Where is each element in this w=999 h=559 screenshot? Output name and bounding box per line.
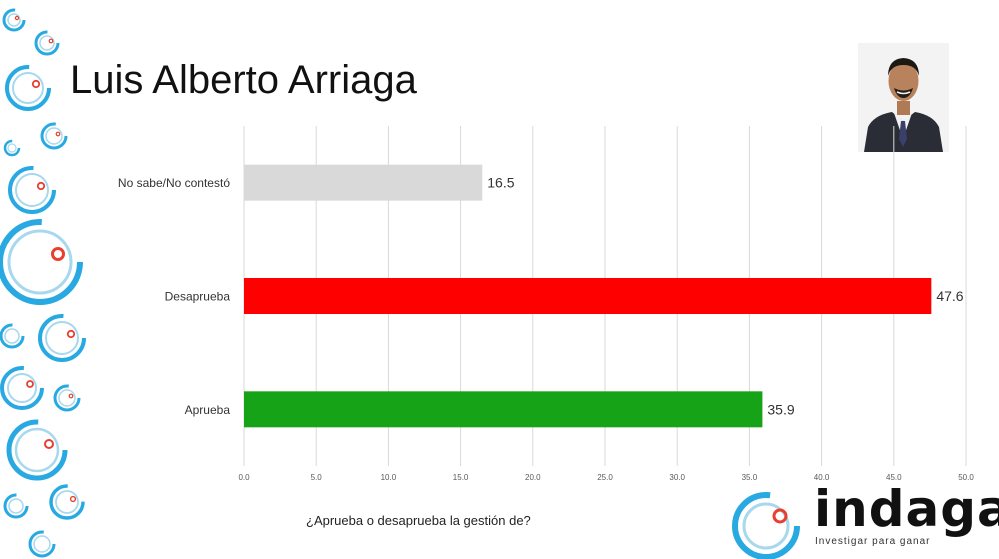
- category-label: Aprueba: [185, 403, 231, 417]
- concentric-ring-icon: [5, 65, 51, 111]
- concentric-ring-icon: [2, 8, 26, 32]
- indaga-logo: indaga Investigar para ganar: [728, 480, 999, 559]
- category-label: Desaprueba: [165, 290, 231, 304]
- concentric-ring-icon: [0, 366, 44, 410]
- x-tick-label: 20.0: [525, 473, 541, 482]
- candidate-photo: [858, 43, 949, 152]
- x-tick-label: 30.0: [669, 473, 685, 482]
- logo-wordmark: indaga: [814, 480, 999, 538]
- concentric-ring-icon: [0, 323, 25, 349]
- x-tick-label: 35.0: [742, 473, 758, 482]
- decorative-circles: [0, 8, 86, 558]
- x-tick-label: 40.0: [814, 473, 830, 482]
- logo-tagline: Investigar para ganar: [815, 536, 931, 547]
- page-title: Luis Alberto Arriaga: [70, 58, 417, 102]
- x-tick-label: 45.0: [886, 473, 902, 482]
- concentric-ring-icon: [40, 122, 68, 150]
- bar: [244, 164, 483, 201]
- data-label: 47.6: [936, 288, 963, 304]
- concentric-ring-icon: [28, 530, 56, 558]
- concentric-ring-icon: [53, 384, 81, 412]
- data-label: 35.9: [767, 401, 794, 417]
- data-label: 16.5: [487, 175, 514, 191]
- category-label: No sabe/No contestó: [118, 176, 230, 190]
- bars: [244, 164, 932, 428]
- x-tick-label: 0.0: [238, 473, 250, 482]
- concentric-ring-icon: [38, 314, 86, 362]
- concentric-ring-icon: [3, 139, 21, 157]
- x-tick-label: 5.0: [311, 473, 323, 482]
- bar: [244, 391, 763, 428]
- concentric-ring-icon: [34, 30, 60, 56]
- concentric-ring-icon: [49, 484, 85, 520]
- person-portrait-icon: [858, 43, 949, 152]
- concentric-ring-icon: [3, 493, 29, 519]
- x-tick-label: 15.0: [453, 473, 469, 482]
- bar: [244, 278, 932, 314]
- x-tick-label: 25.0: [597, 473, 613, 482]
- x-tick-label: 50.0: [958, 473, 974, 482]
- x-tick-label: 10.0: [381, 473, 397, 482]
- concentric-ring-icon: [8, 166, 56, 214]
- concentric-ring-icon: [0, 219, 83, 305]
- concentric-ring-icon: [732, 492, 800, 559]
- survey-question: ¿Aprueba o desaprueba la gestión de?: [306, 513, 531, 528]
- labels: 0.0 5.0 10.0 15.0 20.0 25.0 30.0 35.0 40.0 45.0 50…: [118, 175, 974, 482]
- concentric-ring-icon: [6, 419, 68, 481]
